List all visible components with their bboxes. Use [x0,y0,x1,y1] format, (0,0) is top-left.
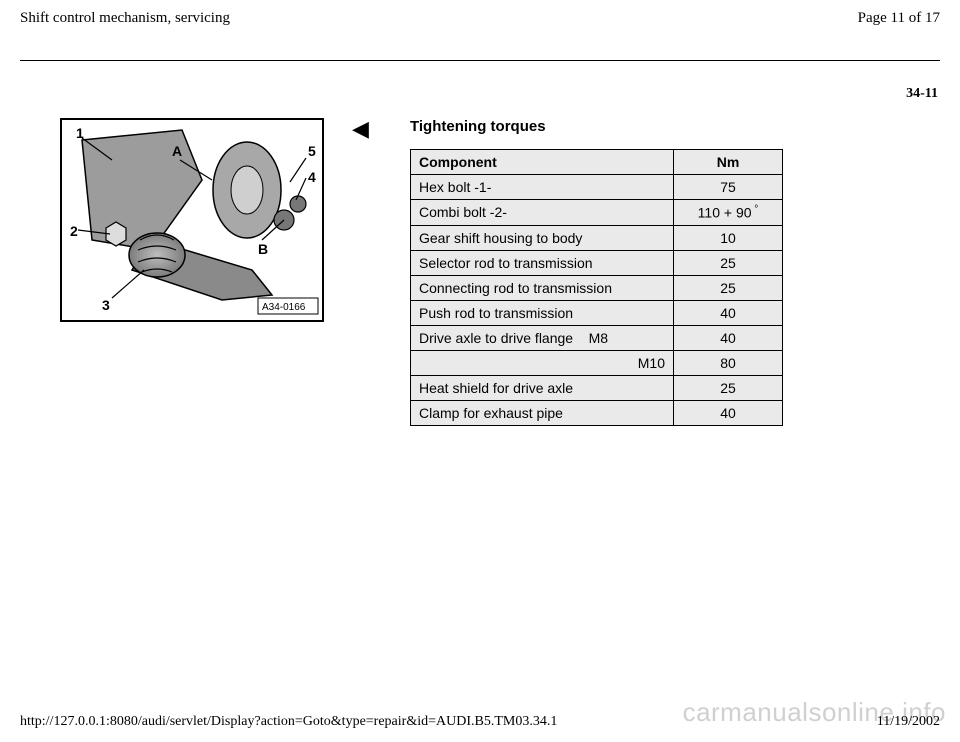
callout-A: A [172,143,182,159]
cell-component: Combi bolt -2- [411,200,674,226]
table-row: Combi bolt -2- 110 + 90 ° [411,200,783,226]
cell-component: Drive axle to drive flange M8 [411,325,674,350]
page-footer: http://127.0.0.1:8080/audi/servlet/Displ… [20,714,940,730]
figure-ref: A34-0166 [262,302,306,313]
doc-title: Shift control mechanism, servicing [20,10,230,27]
cell-nm: 110 + 90 ° [674,200,783,226]
cell-component: Heat shield for drive axle [411,375,674,400]
page-header: Shift control mechanism, servicing Page … [0,0,960,32]
cell-nm: 25 [674,375,783,400]
cell-nm: 40 [674,400,783,425]
cell-component: Push rod to transmission [411,300,674,325]
cell-nm: 75 [674,175,783,200]
torque-heading: Tightening torques [410,118,920,135]
diagram-figure: 1 2 3 A B 5 4 A34-0166 [60,118,324,322]
cell-nm: 80 [674,350,783,375]
cell-component: Connecting rod to transmission [411,275,674,300]
table-row: Selector rod to transmission 25 [411,250,783,275]
table-row: M10 80 [411,350,783,375]
table-row: Connecting rod to transmission 25 [411,275,783,300]
callout-3: 3 [102,297,110,313]
table-row: Drive axle to drive flange M8 40 [411,325,783,350]
cell-nm: 40 [674,300,783,325]
pointer-arrow-icon: ◀ [352,118,382,140]
col-nm: Nm [674,150,783,175]
diagram-svg: 1 2 3 A B 5 4 A34-0166 [62,120,322,320]
table-row: Clamp for exhaust pipe 40 [411,400,783,425]
cell-component: Gear shift housing to body [411,225,674,250]
table-header-row: Component Nm [411,150,783,175]
footer-url: http://127.0.0.1:8080/audi/servlet/Displ… [20,714,557,730]
cell-nm: 10 [674,225,783,250]
cell-component: Selector rod to transmission [411,250,674,275]
callout-5: 5 [308,143,316,159]
callout-4: 4 [308,169,316,185]
header-rule [20,60,940,61]
callout-2: 2 [70,223,78,239]
cell-component: Clamp for exhaust pipe [411,400,674,425]
table-row: Heat shield for drive axle 25 [411,375,783,400]
col-component: Component [411,150,674,175]
cell-nm: 40 [674,325,783,350]
torque-table: Component Nm Hex bolt -1- 75 Combi bolt … [410,149,783,426]
section-number: 34-11 [906,86,938,102]
cell-nm: 25 [674,275,783,300]
main-content: 1 2 3 A B 5 4 A34-0166 ◀ Tightening torq… [60,118,920,426]
cell-component: Hex bolt -1- [411,175,674,200]
table-row: Push rod to transmission 40 [411,300,783,325]
torque-section: Tightening torques Component Nm Hex bolt… [410,118,920,426]
callout-1: 1 [76,125,84,141]
cell-component: M10 [411,350,674,375]
page-indicator: Page 11 of 17 [858,10,940,27]
table-row: Gear shift housing to body 10 [411,225,783,250]
cell-nm: 25 [674,250,783,275]
footer-date: 11/19/2002 [877,714,940,730]
callout-B: B [258,241,268,257]
table-row: Hex bolt -1- 75 [411,175,783,200]
